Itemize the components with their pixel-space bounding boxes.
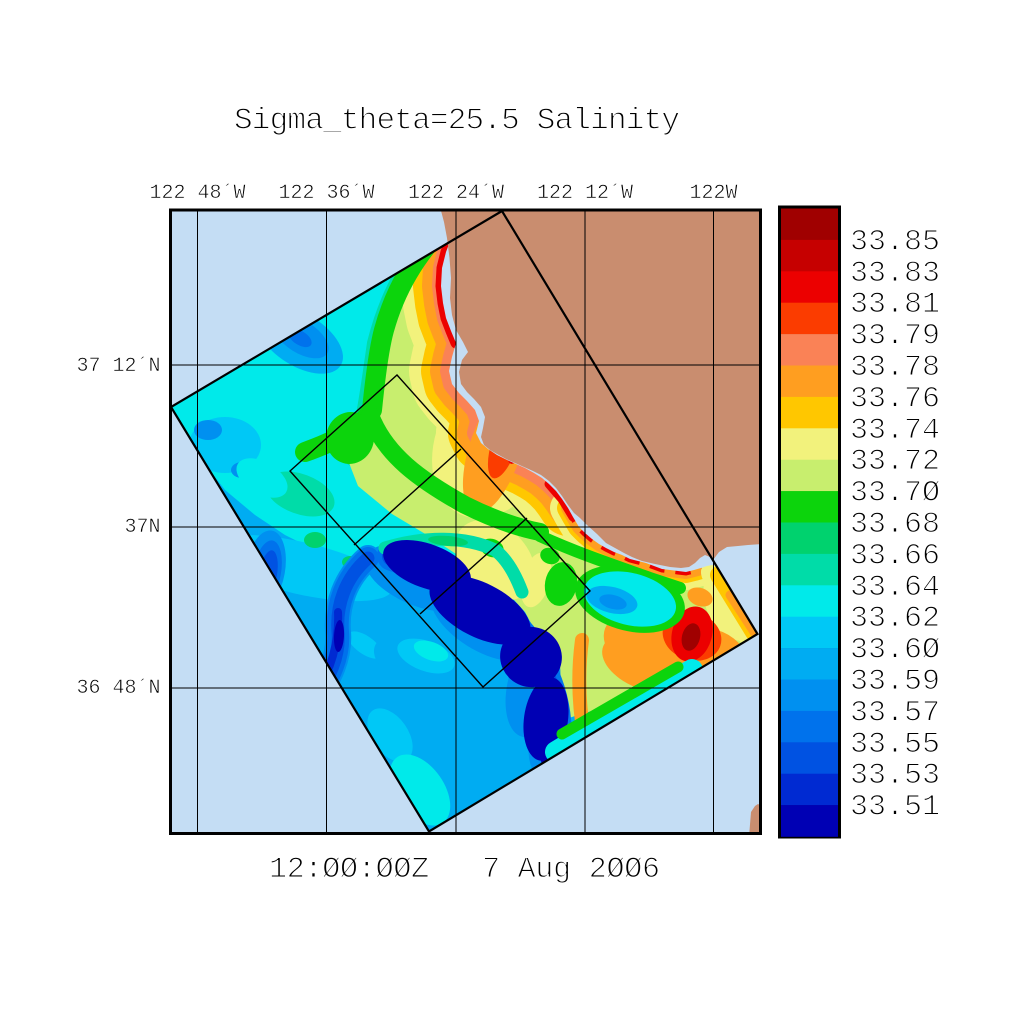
svg-text:33.76: 33.76 xyxy=(850,382,940,416)
svg-text:33.85: 33.85 xyxy=(850,225,940,259)
svg-text:Sigma_theta=25.5 Salinity: Sigma_theta=25.5 Salinity xyxy=(234,104,680,139)
svg-text:37 12´N: 37 12´N xyxy=(77,355,161,378)
svg-text:33.78: 33.78 xyxy=(850,351,940,385)
svg-text:33.62: 33.62 xyxy=(850,602,940,636)
svg-text:33.59: 33.59 xyxy=(850,665,940,699)
svg-text:33.68: 33.68 xyxy=(850,508,940,542)
svg-text:33.7Ø: 33.7Ø xyxy=(850,477,940,511)
svg-text:33.51: 33.51 xyxy=(850,791,940,825)
svg-text:122 24´W: 122 24´W xyxy=(408,182,504,205)
svg-text:33.6Ø: 33.6Ø xyxy=(850,634,940,668)
svg-text:33.57: 33.57 xyxy=(850,696,940,730)
svg-text:33.72: 33.72 xyxy=(850,445,940,479)
svg-text:33.53: 33.53 xyxy=(850,759,940,793)
svg-text:122 36´W: 122 36´W xyxy=(279,182,375,205)
svg-text:122 48´W: 122 48´W xyxy=(150,182,246,205)
svg-text:12:ØØ:ØØZ 7 Aug 2ØØ6: 12:ØØ:ØØZ 7 Aug 2ØØ6 xyxy=(269,853,660,887)
svg-text:36 48´N: 36 48´N xyxy=(77,677,161,700)
svg-text:33.79: 33.79 xyxy=(850,320,940,354)
svg-text:33.64: 33.64 xyxy=(850,571,940,605)
svg-text:37N: 37N xyxy=(125,516,161,539)
svg-text:33.81: 33.81 xyxy=(850,288,940,322)
svg-text:33.55: 33.55 xyxy=(850,728,940,762)
svg-text:122 12´W: 122 12´W xyxy=(537,182,633,205)
svg-text:33.74: 33.74 xyxy=(850,414,940,448)
svg-text:33.83: 33.83 xyxy=(850,257,940,291)
svg-text:122W: 122W xyxy=(690,182,738,205)
svg-text:33.66: 33.66 xyxy=(850,539,940,573)
